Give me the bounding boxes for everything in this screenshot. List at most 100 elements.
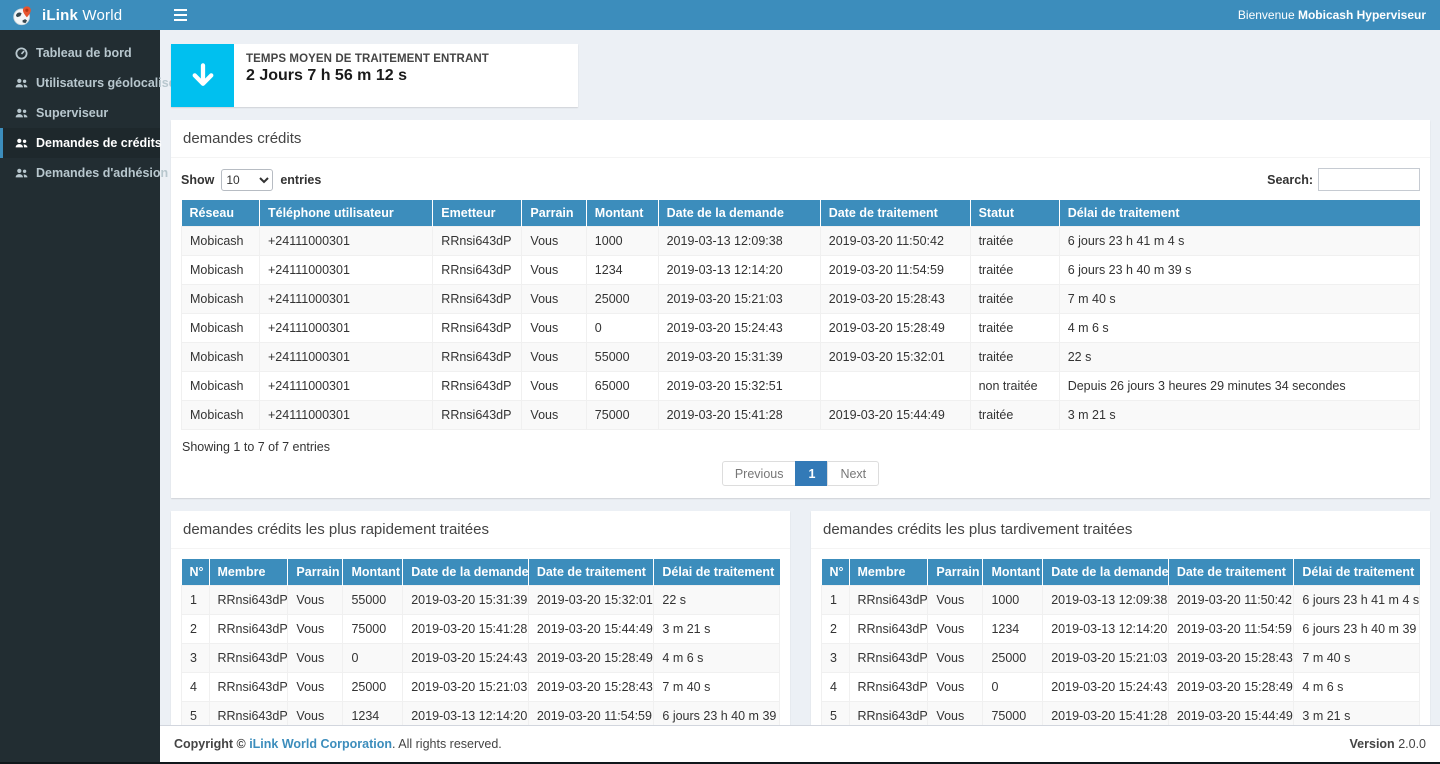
table-cell: RRnsi643dP <box>209 673 288 702</box>
page-1-button[interactable]: 1 <box>795 461 828 486</box>
globe-pin-logo-icon <box>12 5 33 26</box>
column-header[interactable]: Statut <box>970 200 1059 227</box>
column-header[interactable]: Parrain <box>522 200 586 227</box>
column-header[interactable]: Réseau <box>182 200 260 227</box>
table-cell: Vous <box>522 227 586 256</box>
table-cell: 1000 <box>983 586 1043 615</box>
table-cell: 2019-03-20 15:44:49 <box>528 615 654 644</box>
table-cell: 2019-03-20 11:50:42 <box>820 227 970 256</box>
sidebar-toggle-button[interactable] <box>160 0 201 30</box>
users-icon <box>14 76 28 90</box>
sidebar-item-label: Superviseur <box>36 106 108 120</box>
table-cell: 2019-03-20 15:44:49 <box>1168 702 1294 726</box>
table-cell: 22 s <box>654 586 780 615</box>
table-cell: Vous <box>522 343 586 372</box>
table-cell: RRnsi643dP <box>209 615 288 644</box>
table-cell: Vous <box>288 644 343 673</box>
table-cell: 2019-03-20 15:24:43 <box>658 314 820 343</box>
sidebar-item-utilisateurs-geolocalises[interactable]: Utilisateurs géolocalisés <box>0 68 160 98</box>
page-length-control: Show 10 entries <box>181 169 321 191</box>
info-box-value: 2 Jours 7 h 56 m 12 s <box>246 67 489 85</box>
table-cell: traitée <box>970 256 1059 285</box>
sidebar-item-demandes-de-credits[interactable]: Demandes de crédits <box>0 128 160 158</box>
table-cell: Mobicash <box>182 401 260 430</box>
users-icon <box>14 166 28 180</box>
table-row: Mobicash+24111000301RRnsi643dPVous02019-… <box>182 314 1420 343</box>
brand-logo[interactable]: iLink World <box>0 0 160 30</box>
table-row: 4RRnsi643dPVous02019-03-20 15:24:432019-… <box>822 673 1420 702</box>
sidebar-item-demandes-adhesion[interactable]: Demandes d'adhésion <box>0 158 160 188</box>
table-cell: 25000 <box>343 673 403 702</box>
table-cell: 1 <box>822 586 850 615</box>
table-cell: 6 jours 23 h 40 m 39 s <box>1059 256 1419 285</box>
table-cell: 2019-03-20 15:21:03 <box>403 673 529 702</box>
table-cell: +24111000301 <box>259 285 432 314</box>
table-cell: traitée <box>970 343 1059 372</box>
user-menu[interactable]: Bienvenue Mobicash Hyperviseur <box>1238 8 1440 22</box>
table-row: 5RRnsi643dPVous750002019-03-20 15:41:282… <box>822 702 1420 726</box>
page-size-select[interactable]: 10 <box>221 169 273 191</box>
credits-table: RéseauTéléphone utilisateurEmetteurParra… <box>181 200 1420 430</box>
table-cell: 2019-03-20 11:54:59 <box>528 702 654 726</box>
table-cell: 2019-03-20 15:28:43 <box>1168 644 1294 673</box>
sidebar-item-tableau-de-bord[interactable]: Tableau de bord <box>0 38 160 68</box>
table-cell: 6 jours 23 h 40 m 39 s <box>1294 615 1420 644</box>
panel-rapidement-traitees: demandes crédits les plus rapidement tra… <box>171 511 790 725</box>
info-box-temps-moyen: TEMPS MOYEN DE TRAITEMENT ENTRANT 2 Jour… <box>171 44 578 107</box>
column-header[interactable]: Date de la demande <box>658 200 820 227</box>
next-page-button[interactable]: Next <box>827 461 879 486</box>
table-cell: Vous <box>928 702 983 726</box>
column-header[interactable]: Délai de traitement <box>1059 200 1419 227</box>
column-header[interactable]: Montant <box>586 200 658 227</box>
column-header: Date de traitement <box>528 559 654 586</box>
table-cell: 0 <box>343 644 403 673</box>
table-cell: 1 <box>182 586 210 615</box>
table-cell: RRnsi643dP <box>849 586 928 615</box>
table-cell: RRnsi643dP <box>849 673 928 702</box>
table-cell: Depuis 26 jours 3 heures 29 minutes 34 s… <box>1059 372 1419 401</box>
table-cell: +24111000301 <box>259 372 432 401</box>
table-cell: 3 m 21 s <box>654 615 780 644</box>
table-cell: Vous <box>522 372 586 401</box>
table-cell: 3 m 21 s <box>1059 401 1419 430</box>
table-cell: +24111000301 <box>259 256 432 285</box>
column-header[interactable]: Date de traitement <box>820 200 970 227</box>
table-cell: Vous <box>928 586 983 615</box>
table-cell: Vous <box>288 673 343 702</box>
column-header: Date de la demande <box>1043 559 1169 586</box>
fastest-table: N°MembreParrainMontantDate de la demande… <box>181 559 780 725</box>
table-cell: 3 <box>182 644 210 673</box>
column-header[interactable]: Téléphone utilisateur <box>259 200 432 227</box>
table-row: Mobicash+24111000301RRnsi643dPVous123420… <box>182 256 1420 285</box>
username: Mobicash Hyperviseur <box>1298 8 1426 22</box>
table-cell: RRnsi643dP <box>433 285 522 314</box>
slowest-table: N°MembreParrainMontantDate de la demande… <box>821 559 1420 725</box>
table-cell: 1000 <box>586 227 658 256</box>
table-cell: non traitée <box>970 372 1059 401</box>
table-cell: 2019-03-20 11:54:59 <box>1168 615 1294 644</box>
sidebar-item-label: Tableau de bord <box>36 46 132 60</box>
table-row: 3RRnsi643dPVous02019-03-20 15:24:432019-… <box>182 644 780 673</box>
footer: Copyright © iLink World Corporation. All… <box>160 725 1440 762</box>
table-cell: 0 <box>586 314 658 343</box>
table-cell: RRnsi643dP <box>433 372 522 401</box>
table-cell: 22 s <box>1059 343 1419 372</box>
sidebar-item-label: Demandes de crédits <box>36 136 162 150</box>
table-cell: 2019-03-20 15:21:03 <box>658 285 820 314</box>
company-link[interactable]: iLink World Corporation <box>249 737 392 751</box>
column-header[interactable]: Emetteur <box>433 200 522 227</box>
table-cell: 2019-03-13 12:09:38 <box>1043 586 1169 615</box>
table-cell: Vous <box>522 256 586 285</box>
table-cell: 7 m 40 s <box>1059 285 1419 314</box>
table-cell: Mobicash <box>182 285 260 314</box>
sidebar-item-label: Demandes d'adhésion <box>36 166 168 180</box>
previous-page-button[interactable]: Previous <box>722 461 797 486</box>
table-row: 1RRnsi643dPVous10002019-03-13 12:09:3820… <box>822 586 1420 615</box>
search-input[interactable] <box>1318 168 1420 191</box>
column-header: Membre <box>849 559 928 586</box>
table-cell: Vous <box>522 401 586 430</box>
table-cell: 2019-03-20 15:31:39 <box>403 586 529 615</box>
info-box-label: TEMPS MOYEN DE TRAITEMENT ENTRANT <box>246 53 489 65</box>
sidebar-item-superviseur[interactable]: Superviseur <box>0 98 160 128</box>
table-cell: 0 <box>983 673 1043 702</box>
